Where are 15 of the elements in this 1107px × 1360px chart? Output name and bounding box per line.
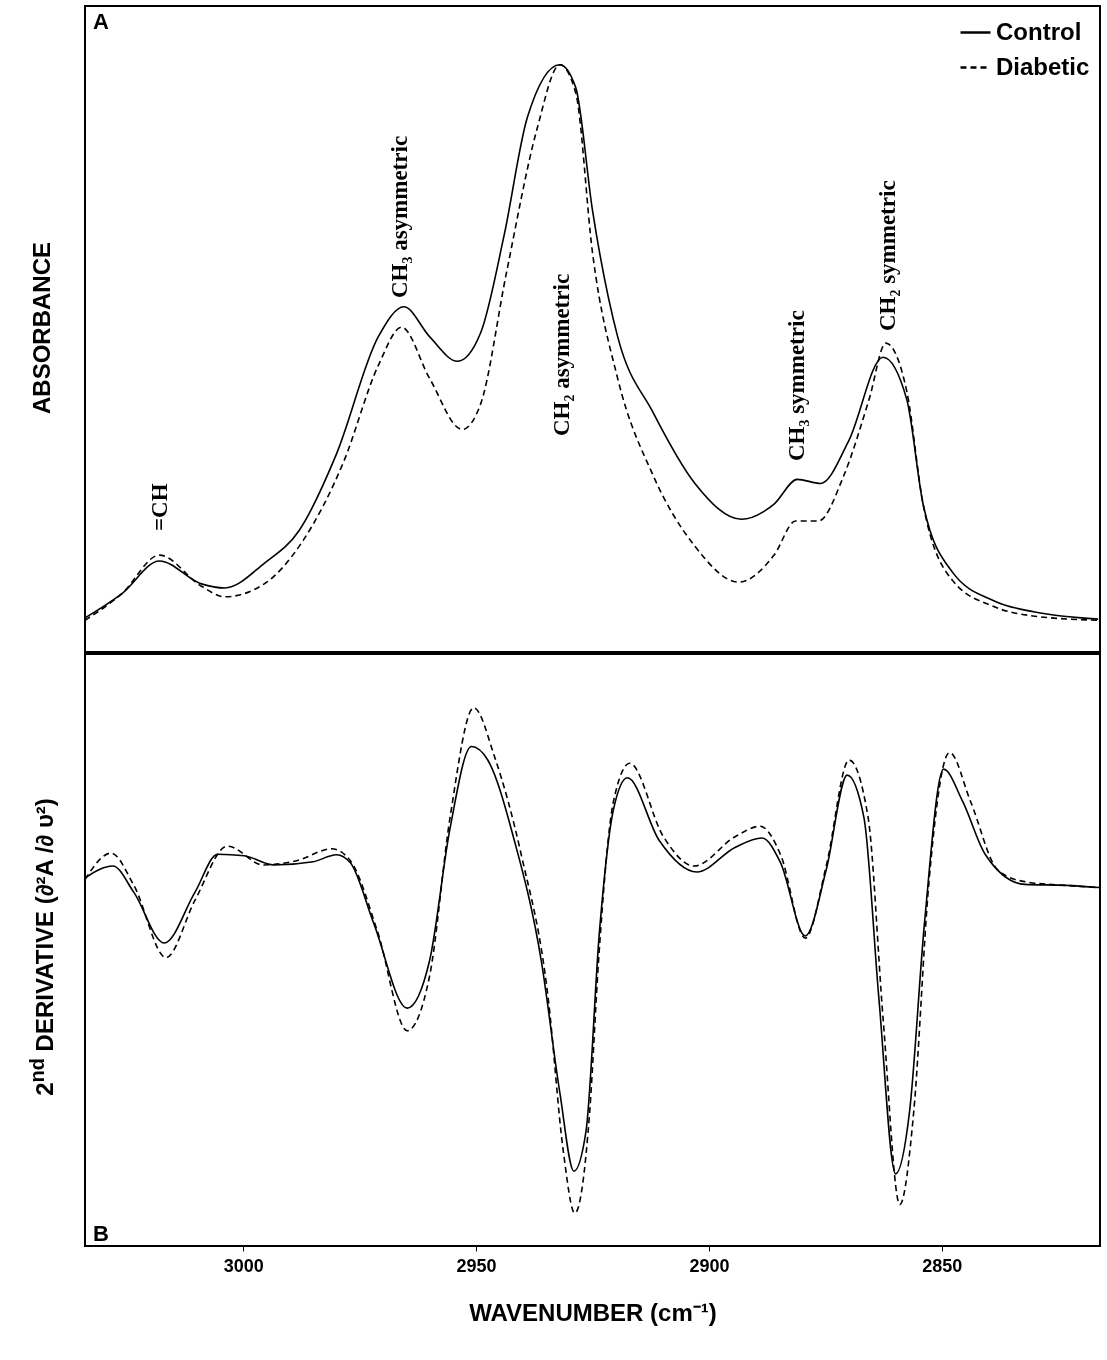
x-tick-label: 3000 [223, 1255, 264, 1276]
annotation: B [93, 1221, 109, 1246]
legend-label: Control [996, 17, 1082, 45]
annotation: CH₃ asymmetric [387, 135, 412, 298]
annotation: CH₃ symmetric [784, 310, 809, 461]
annotation: =CH [147, 483, 172, 531]
text: A [93, 9, 109, 34]
x-tick-label: 2950 [456, 1255, 497, 1276]
x-axis-title: WAVENUMBER (cm⁻¹) [469, 1298, 717, 1326]
legend-label: Diabetic [996, 52, 1090, 80]
annotation: CH₂ symmetric [875, 180, 900, 331]
x-tick-label: 2850 [922, 1255, 963, 1276]
y-axis-title: ABSORBANCE [28, 241, 56, 415]
x-tick-label: 2900 [689, 1255, 730, 1276]
annotation: CH₂ asymmetric [549, 273, 574, 436]
